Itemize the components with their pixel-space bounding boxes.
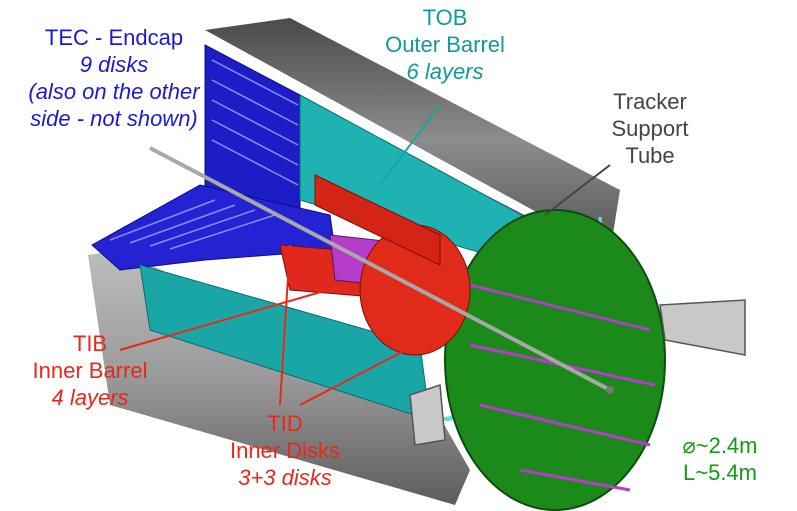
central-rod [149,146,611,392]
tib-count: 4 layers [51,385,129,410]
tec-title: TEC - Endcap [44,25,184,50]
diameter-value: ⌀~2.4m [682,433,758,458]
tid-disk-stack-top [314,174,441,266]
tid-leader-2 [299,339,426,406]
tec-note-line2: side - not shown) [30,106,198,131]
mount-bracket-left [409,383,446,446]
mount-bracket-right [659,299,746,356]
tib-title: TIB [72,331,108,356]
tib-subtitle: Inner Barrel [32,358,148,383]
tid-title: TID [267,411,303,436]
tec-endcap-disks [91,44,336,271]
support-tube-label: Tracker Support Tube [580,88,720,169]
length-value: L~5.4m [683,460,757,485]
callout-lines [119,104,611,406]
tib-leader [119,284,346,351]
tob-count: 6 layers [406,59,484,84]
dimensions-label: ⌀~2.4m L~5.4m [660,432,780,486]
tec-count: 9 disks [79,52,149,77]
tid-count: 3+3 disks [238,465,332,490]
central-rod-end [606,386,614,394]
tob-subtitle: Outer Barrel [385,32,505,57]
tec-note-line1: (also on the other [28,79,200,104]
support-line2: Support [611,116,689,141]
tib-label: TIB Inner Barrel 4 layers [0,330,180,411]
tob-label: TOB Outer Barrel 6 layers [340,4,550,85]
support-line3: Tube [625,143,675,168]
tid-leader-1 [279,244,291,406]
tob-leader [379,104,441,186]
support-leader [544,164,611,216]
tob-title: TOB [422,5,468,30]
tid-subtitle: Inner Disks [229,438,341,463]
support-line1: Tracker [613,89,687,114]
tec-label: TEC - Endcap 9 disks (also on the other … [0,24,228,132]
tid-inner-disks [314,174,471,356]
tec-disk-edges [109,59,299,250]
support-tube-top-shell [205,18,620,240]
tid-label: TID Inner Disks 3+3 disks [200,410,370,491]
